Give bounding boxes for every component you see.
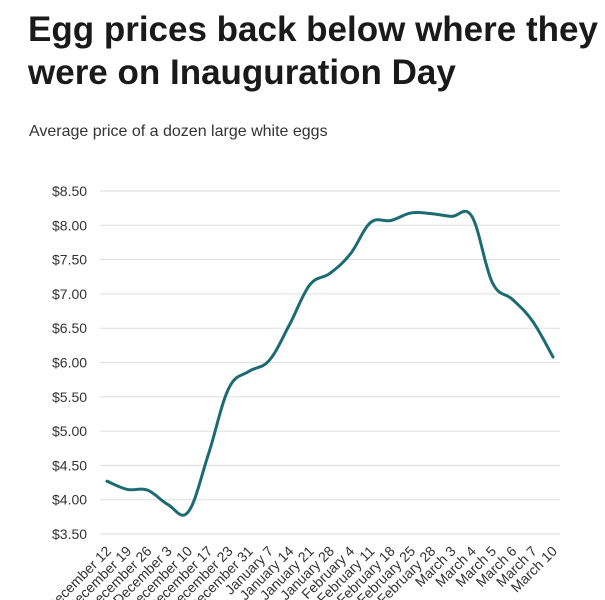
y-tick-label: $7.00 [52,286,87,302]
y-tick-label: $4.00 [52,492,87,508]
chart-title: Egg prices back below where they were on… [28,10,598,92]
series-line-0 [105,209,555,517]
y-tick-label: $5.50 [52,389,87,405]
y-tick-label: $5.00 [52,423,87,439]
y-tick-label: $3.50 [52,526,87,542]
y-tick-label: $7.50 [52,252,87,268]
y-tick-label: $4.50 [52,457,87,473]
y-tick-label: $6.00 [52,355,87,371]
y-tick-label: $8.50 [52,183,87,199]
chart-subtitle: Average price of a dozen large white egg… [29,123,328,140]
y-tick-label: $6.50 [52,320,87,336]
y-tick-label: $8.00 [52,217,87,233]
